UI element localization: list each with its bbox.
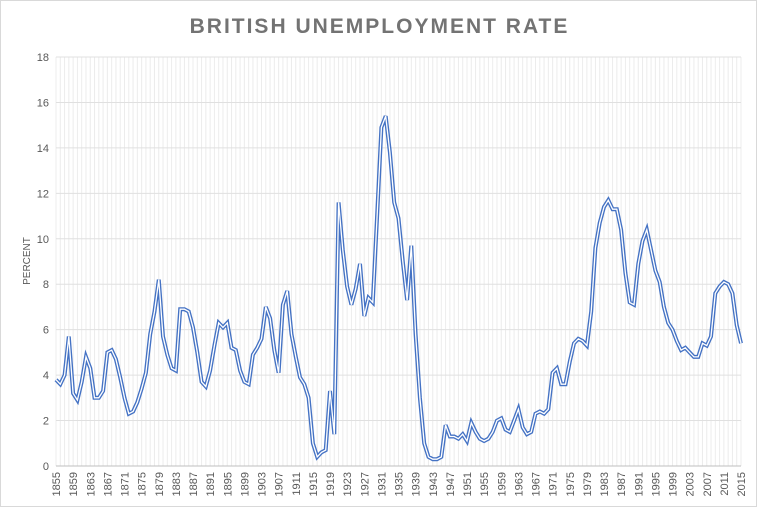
x-tick-label: 1863: [85, 472, 97, 496]
x-tick-label: 1947: [445, 472, 457, 496]
y-tick-label: 0: [43, 461, 49, 473]
x-tick-label: 1975: [565, 472, 577, 496]
y-tick-label: 2: [43, 416, 49, 428]
y-axis-label: PERCENT: [22, 237, 33, 285]
axes: 0 2 4 6 8 10 12 14 16 18 1855 1859 1863 1867 1871 1875 1…: [37, 52, 748, 496]
x-tick-label: 1899: [239, 472, 251, 496]
x-tick-label: 1919: [325, 472, 337, 496]
x-tick-label: 1935: [394, 472, 406, 496]
x-tick-label: 1943: [428, 472, 440, 496]
x-tick-label: 1931: [376, 472, 388, 496]
x-tick-label: 1967: [531, 472, 543, 496]
x-tick-label: 1871: [120, 472, 132, 496]
x-tick-label: 1875: [137, 472, 149, 496]
x-tick-label: 2003: [685, 472, 697, 496]
x-tick-label: 1999: [668, 472, 680, 496]
x-tick-label: 2011: [719, 472, 731, 496]
x-tick-label: 1923: [342, 472, 354, 496]
y-tick-label: 16: [37, 97, 49, 109]
x-tick-label: 1867: [102, 472, 114, 496]
x-tick-label: 1939: [411, 472, 423, 496]
x-tick-label: 1927: [359, 472, 371, 496]
y-tick-label: 18: [37, 52, 49, 64]
x-tick-label: 1983: [599, 472, 611, 496]
x-tick-label: 1979: [582, 472, 594, 496]
x-tick-label: 1883: [171, 472, 183, 496]
chart-title: BRITISH UNEMPLOYMENT RATE: [189, 15, 570, 38]
x-tick-label: 1915: [308, 472, 320, 496]
x-tick-label: 1991: [633, 472, 645, 496]
x-tick-label: 1887: [188, 472, 200, 496]
x-tick-label: 1995: [650, 472, 662, 496]
x-tick-label: 1903: [257, 472, 269, 496]
x-tick-label: 1879: [154, 472, 166, 496]
x-tick-label: 1911: [291, 472, 303, 496]
y-tick-label: 12: [37, 188, 49, 200]
x-tick-label: 1955: [479, 472, 491, 496]
y-tick-label: 4: [43, 370, 49, 382]
y-tick-label: 10: [37, 234, 49, 246]
x-tick-label: 2015: [736, 472, 748, 496]
series-line-inner: [55, 115, 742, 460]
y-tick-label: 14: [37, 143, 49, 155]
x-tick-label: 1959: [496, 472, 508, 496]
x-tick-label: 1907: [274, 472, 286, 496]
x-tick-label: 1963: [513, 472, 525, 496]
y-tick-label: 8: [43, 279, 49, 291]
y-tick-label: 6: [43, 325, 49, 337]
x-tick-label: 1859: [68, 472, 80, 496]
x-tick-label: 1951: [462, 472, 474, 496]
x-tick-label: 1987: [616, 472, 628, 496]
x-tick-label: 1855: [51, 472, 63, 496]
x-tick-label: 1895: [222, 472, 234, 496]
x-tick-label: 2007: [702, 472, 714, 496]
series-group: [54, 115, 743, 462]
x-tick-label: 1971: [548, 472, 560, 496]
x-tick-label: 1891: [205, 472, 217, 496]
